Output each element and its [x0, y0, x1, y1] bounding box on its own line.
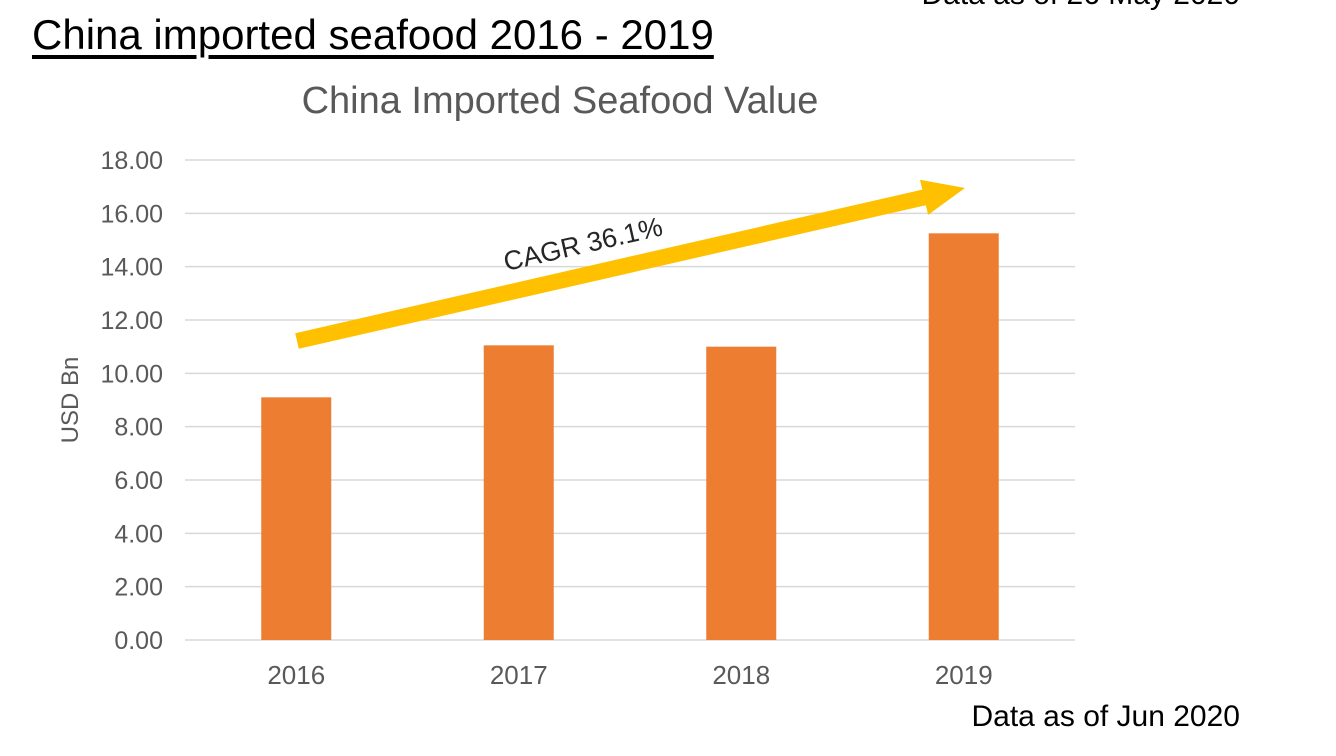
y-tick-label: 4.00 — [114, 520, 163, 548]
gridlines — [185, 159, 1075, 641]
y-tick-label: 8.00 — [114, 414, 163, 442]
trend-arrow — [295, 179, 965, 349]
bar-2016 — [261, 397, 332, 640]
cagr-annotation: CAGR 36.1% — [295, 179, 965, 349]
x-tick-label: 2018 — [712, 660, 770, 690]
bars — [261, 233, 999, 641]
bottom-date-note: Data as of Jun 2020 — [971, 700, 1240, 733]
y-tick-label: 14.00 — [100, 254, 163, 282]
bar-2018 — [706, 346, 777, 640]
y-tick-label: 18.00 — [100, 147, 163, 175]
top-date-note: Data as of 26 May 2020 — [921, 0, 1240, 12]
y-tick-labels: 0.00 2.00 4.00 6.00 8.00 10.00 12.00 14.00 16.00… — [100, 147, 163, 655]
y-axis-label: USD Bn — [57, 357, 84, 444]
y-tick-label: 2.00 — [114, 574, 163, 602]
y-tick-label: 0.00 — [114, 627, 163, 655]
bar-2019 — [928, 233, 999, 641]
y-tick-label: 6.00 — [114, 467, 163, 495]
y-tick-label: 10.00 — [100, 360, 163, 388]
x-tick-labels: 2016 2017 2018 2019 — [267, 660, 992, 690]
x-tick-label: 2019 — [935, 660, 993, 690]
x-tick-label: 2017 — [490, 660, 548, 690]
y-tick-label: 12.00 — [100, 307, 163, 335]
x-tick-label: 2016 — [267, 660, 325, 690]
chart-title: China Imported Seafood Value — [302, 80, 819, 122]
slide-title: China imported seafood 2016 - 2019 — [32, 11, 714, 58]
bar-2017 — [483, 345, 554, 640]
y-tick-label: 16.00 — [100, 200, 163, 228]
